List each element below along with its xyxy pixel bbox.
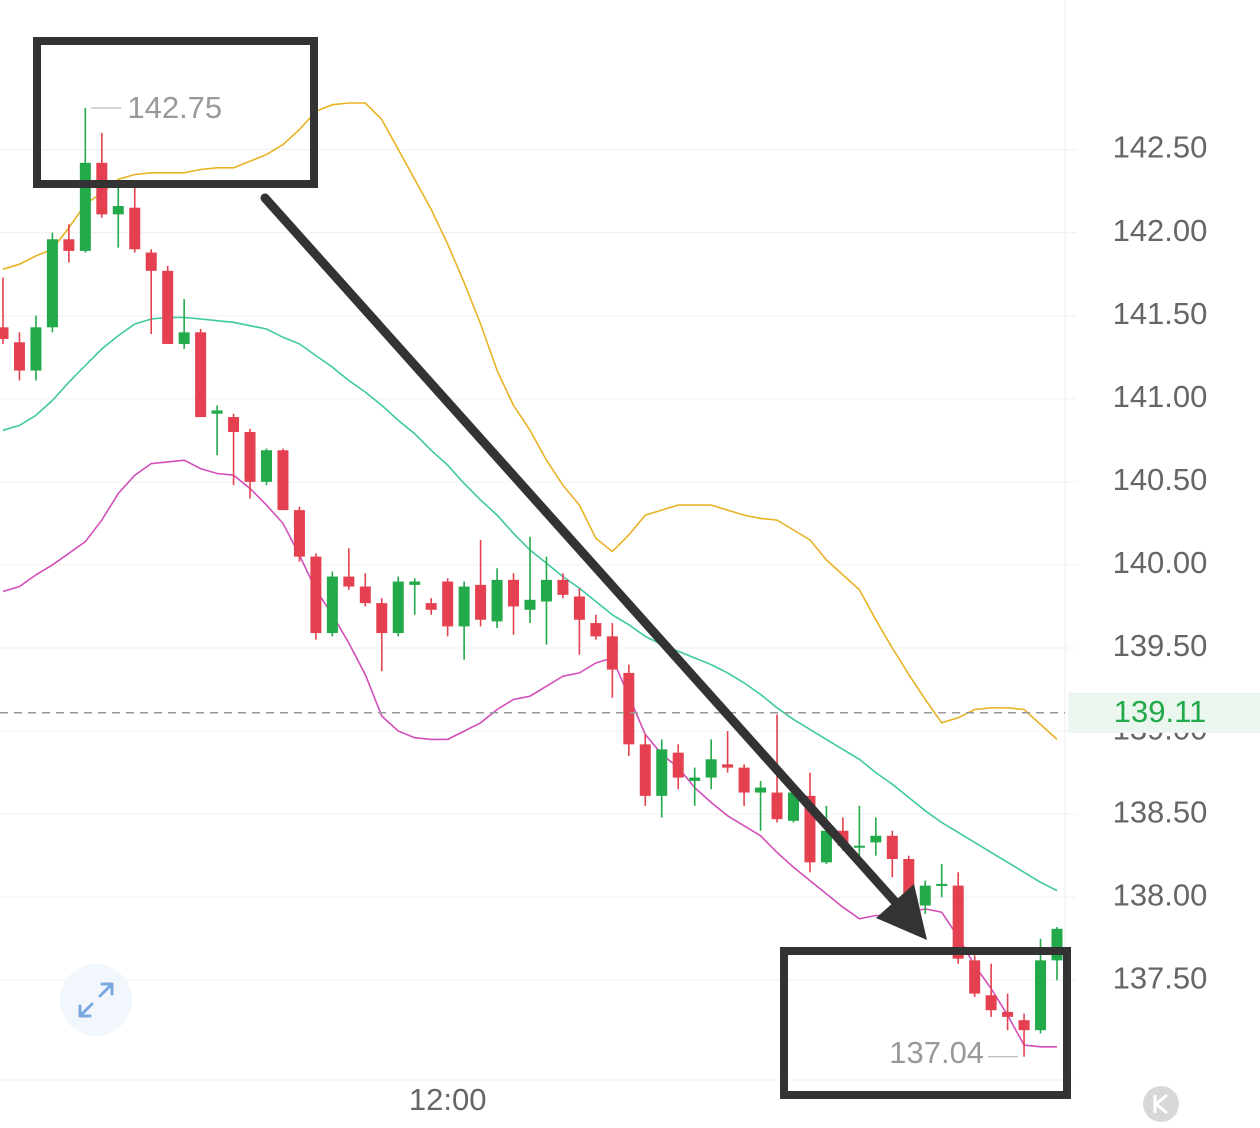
candle-body [804, 795, 816, 863]
candle-body [508, 579, 520, 607]
candle-body [491, 579, 503, 622]
candle-body [277, 450, 289, 511]
candle-body [820, 830, 832, 863]
k-icon [1153, 1093, 1168, 1115]
candle-body [112, 206, 124, 215]
y-tick-label: 142.50 [1113, 130, 1208, 165]
candle-body [1018, 1020, 1030, 1031]
y-tick-label: 142.00 [1113, 213, 1208, 248]
highlight-box [780, 947, 1071, 1099]
y-tick-label: 139.50 [1113, 628, 1208, 663]
candle-body [326, 576, 338, 634]
candle-body [79, 162, 91, 251]
candle-body [228, 417, 240, 432]
candle-body [162, 270, 174, 344]
candle-body [771, 792, 783, 820]
y-tick-label: 140.50 [1113, 462, 1208, 497]
k-button[interactable] [1143, 1086, 1179, 1122]
candle-body [178, 332, 190, 344]
candle-body [46, 239, 58, 328]
candle-body [639, 744, 651, 796]
candle-body [540, 579, 552, 602]
labels-layer: 142.75 137.04 139.11 [0, 90, 1260, 1070]
grid-layer: 137.50138.00138.50139.00139.50140.00140.… [0, 0, 1207, 1117]
candle-body [524, 599, 536, 610]
candle-body [458, 586, 470, 627]
candle-body [606, 636, 618, 670]
candle-body [261, 450, 272, 482]
candle-body [573, 596, 585, 620]
highlight-box [33, 37, 318, 188]
x-tick-label: 12:00 [409, 1082, 487, 1117]
candle-body [722, 764, 734, 768]
candle-body [0, 327, 9, 339]
band-line [2, 102, 1058, 740]
candle-body [13, 342, 25, 371]
candle-body [656, 749, 668, 796]
candle-body [1002, 1011, 1014, 1017]
candle-body [244, 432, 256, 482]
y-tick-label: 138.50 [1113, 794, 1208, 829]
candle-body [475, 584, 487, 620]
min-label: 137.04 [889, 1035, 984, 1070]
candle-body [211, 410, 223, 414]
candle-body [343, 576, 355, 587]
candle-body [936, 883, 948, 886]
candle-body [96, 162, 108, 215]
candle-body [63, 239, 75, 251]
candle-body [788, 792, 799, 821]
candle-body [1035, 960, 1047, 1031]
arrow-head [876, 884, 927, 940]
y-tick-label: 137.50 [1113, 960, 1208, 995]
y-tick-label: 140.00 [1113, 545, 1208, 580]
candle-body [129, 207, 141, 250]
candle-body [293, 510, 305, 557]
candle-body [623, 672, 635, 745]
candle-body [145, 252, 157, 271]
max-label: 142.75 [127, 90, 222, 125]
last-price-label: 139.11 [1114, 694, 1207, 729]
candle-body [442, 581, 454, 627]
candle-body [903, 859, 915, 906]
candle-body [557, 579, 569, 595]
candle-body [705, 759, 717, 778]
candle-body [870, 835, 882, 843]
candle-body [376, 603, 388, 634]
last-price-box [1068, 692, 1260, 733]
candle-body [30, 327, 42, 371]
candle-body [672, 752, 684, 778]
candle-body [738, 767, 750, 793]
candle-body [310, 556, 322, 634]
candle-body [1051, 928, 1063, 961]
candle-body [409, 581, 421, 585]
candle-body [425, 603, 437, 610]
candle-body [359, 586, 371, 604]
candle-body [919, 885, 931, 906]
candle-body [952, 885, 964, 959]
expand-icon [78, 982, 114, 1018]
candle-body [985, 995, 997, 1011]
candle-body [195, 332, 207, 418]
candle-body [689, 777, 701, 781]
candle-body [886, 835, 898, 860]
candle-body [392, 581, 404, 634]
expand-button[interactable] [60, 964, 132, 1036]
candle-body [755, 787, 767, 793]
y-tick-label: 138.00 [1113, 877, 1208, 912]
candle-body [969, 960, 981, 994]
y-tick-label: 141.00 [1113, 379, 1208, 414]
trend-arrow [260, 193, 903, 910]
y-tick-label: 141.50 [1113, 296, 1208, 331]
candle-body [853, 845, 865, 848]
candle-body [590, 623, 602, 637]
